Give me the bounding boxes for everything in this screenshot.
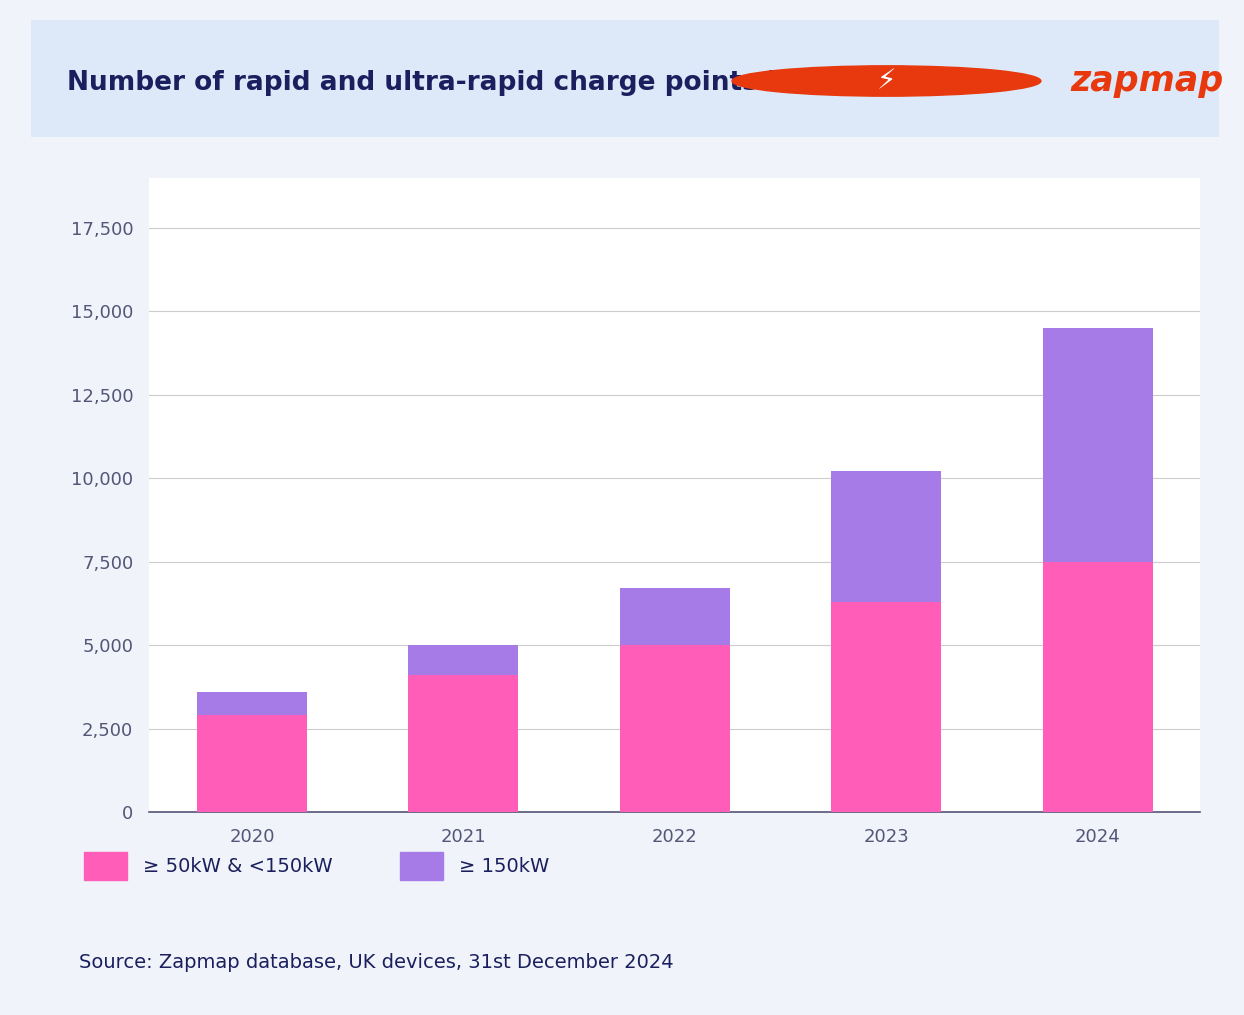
Text: Source: Zapmap database, UK devices, 31st December 2024: Source: Zapmap database, UK devices, 31s… [78,953,673,972]
Bar [1042,561,1153,812]
Text: Number of rapid and ultra-rapid charge points in the UK: Number of rapid and ultra-rapid charge p… [67,70,904,96]
Bar [197,692,307,716]
Bar [831,602,942,812]
Bar [408,646,519,675]
Bar [408,675,519,812]
Text: zapmap: zapmap [1071,64,1224,98]
Bar [620,646,730,812]
Bar [1042,328,1153,561]
Text: ⚡: ⚡ [877,67,896,95]
Circle shape [731,66,1041,96]
Legend: ≥ 50kW & <150kW, ≥ 150kW: ≥ 50kW & <150kW, ≥ 150kW [76,844,556,887]
Bar [831,471,942,602]
Bar [197,716,307,812]
FancyBboxPatch shape [19,19,1232,138]
Bar [620,589,730,646]
